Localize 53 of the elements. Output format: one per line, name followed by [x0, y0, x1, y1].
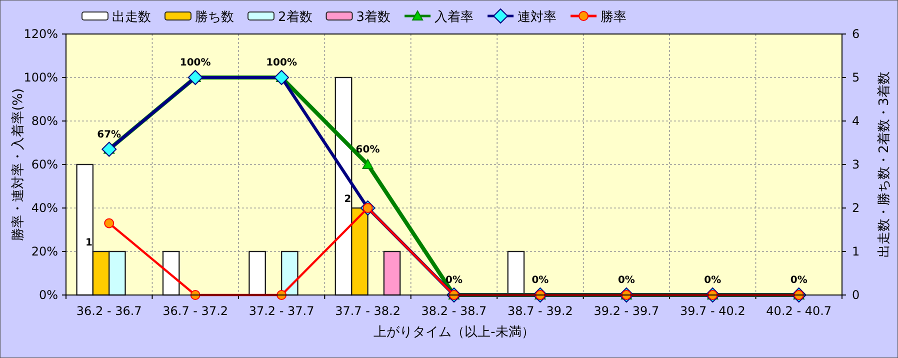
point — [104, 218, 114, 228]
x-tick-label: 39.2 - 39.7 — [594, 304, 660, 318]
legend-label: 連対率 — [518, 9, 557, 25]
y2-tick-label: 0 — [852, 288, 860, 302]
point — [188, 70, 203, 85]
y-tick-label: 20% — [31, 244, 58, 258]
point — [362, 159, 374, 169]
y-tick-label: 120% — [24, 27, 58, 41]
x-axis-title: 上がりタイム（以上-未満） — [374, 325, 534, 340]
data-label: 0% — [532, 275, 549, 286]
x-tick-label: 37.7 - 38.2 — [335, 304, 400, 318]
y-tick-label: 100% — [24, 70, 58, 84]
data-label: 1 — [86, 238, 93, 248]
x-tick-label: 38.7 - 39.2 — [508, 304, 573, 318]
data-label: 100% — [180, 58, 211, 68]
bar — [383, 250, 401, 296]
y-tick-label: 80% — [31, 114, 58, 128]
data-label: 0% — [618, 275, 635, 286]
y2-tick-label: 4 — [852, 114, 860, 128]
y-tick-label: 0% — [38, 288, 58, 302]
y-tick-label: 40% — [31, 201, 58, 215]
bar — [248, 250, 266, 296]
bar — [280, 250, 298, 296]
y2-tick-label: 1 — [852, 244, 860, 258]
y-tick-label: 60% — [31, 158, 58, 172]
y2-tick-label: 3 — [852, 158, 860, 172]
x-tick-label: 38.2 - 38.7 — [421, 304, 487, 318]
x-tick-label: 39.7 - 40.2 — [680, 304, 746, 318]
y2-tick-label: 6 — [852, 27, 860, 41]
point — [274, 70, 290, 85]
x-tick-label: 36.2 - 36.7 — [76, 304, 142, 318]
legend-label: 入着率 — [434, 9, 474, 25]
bar — [162, 250, 180, 296]
legend-label: 勝ち数 — [195, 10, 234, 25]
legend-label: 2着数 — [278, 9, 312, 25]
legend-label: 出走数 — [112, 10, 151, 25]
y2-axis-title: 出走数・勝ち数・2着数・3着数 — [876, 72, 892, 258]
legend-label: 3着数 — [356, 9, 391, 25]
data-label: 60% — [356, 144, 380, 156]
data-label: 0% — [790, 275, 808, 286]
x-tick-label: 40.2 - 40.7 — [766, 304, 832, 318]
point — [102, 142, 117, 157]
y-axis-title: 勝率・連対率・入着率(%) — [10, 88, 26, 241]
data-label: 100% — [266, 58, 298, 68]
x-tick-label: 36.7 - 37.2 — [162, 304, 228, 318]
y2-tick-label: 5 — [852, 70, 860, 84]
y2-tick-label: 2 — [852, 201, 860, 215]
data-label: 67% — [97, 129, 122, 140]
legend-label: 勝率 — [600, 9, 627, 25]
x-tick-label: 37.2 - 37.7 — [248, 304, 314, 318]
data-label: 2 — [344, 194, 352, 205]
data-label: 0% — [704, 275, 722, 286]
data-label: 0% — [446, 275, 462, 286]
